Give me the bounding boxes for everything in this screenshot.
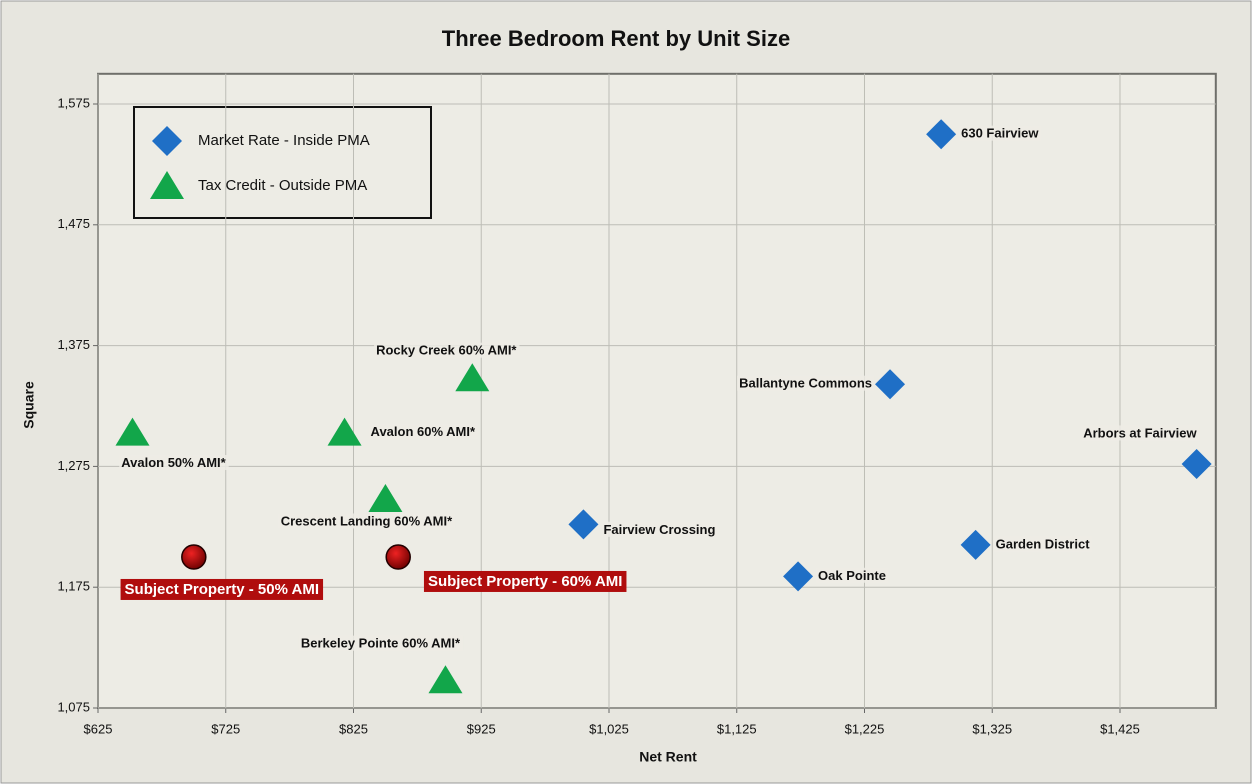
marker — [926, 119, 957, 150]
marker — [181, 544, 207, 570]
chart-title: Three Bedroom Rent by Unit Size — [442, 26, 790, 51]
label-bg — [374, 342, 520, 358]
x-tick-label: $1,425 — [1100, 721, 1140, 736]
point-label: 630 Fairview — [961, 126, 1039, 141]
legend-label: Market Rate - Inside PMA — [198, 132, 370, 149]
label-bg — [298, 635, 464, 651]
marker — [960, 529, 991, 560]
point-label: Rocky Creek 60% AMI* — [376, 343, 517, 358]
label-box — [120, 578, 324, 600]
point-label: Arbors at Fairview — [1083, 425, 1197, 440]
x-tick-label: $1,225 — [845, 721, 885, 736]
marker — [1181, 448, 1212, 479]
label-bg — [993, 536, 1093, 552]
legend — [133, 106, 432, 219]
marker — [385, 544, 411, 570]
point-label: Oak Pointe — [818, 568, 886, 583]
point-label: Avalon 60% AMI* — [371, 424, 476, 439]
point-label: Crescent Landing 60% AMI* — [281, 513, 453, 528]
y-tick-label: 1,575 — [57, 95, 90, 110]
label-bg — [368, 424, 479, 440]
marker — [428, 665, 463, 694]
x-tick-label: $825 — [339, 721, 368, 736]
x-tick-label: $925 — [467, 721, 496, 736]
marker — [455, 363, 490, 392]
y-tick-label: 1,375 — [57, 337, 90, 352]
marker — [368, 484, 403, 513]
x-axis-label: Net Rent — [639, 749, 697, 765]
label-bg — [737, 375, 875, 391]
marker — [568, 509, 599, 540]
label-bg — [1081, 425, 1200, 441]
legend-marker — [152, 126, 182, 156]
point-label: Subject Property - 60% AMI — [428, 573, 623, 590]
label-bg — [119, 455, 229, 471]
x-tick-label: $725 — [211, 721, 240, 736]
point-label: Berkeley Pointe 60% AMI* — [301, 636, 461, 651]
label-box — [423, 570, 627, 592]
marker — [875, 369, 906, 400]
y-axis-label: Square — [21, 381, 37, 429]
legend-marker — [150, 171, 184, 199]
y-tick-label: 1,475 — [57, 216, 90, 231]
y-tick-label: 1,175 — [57, 579, 90, 594]
point-label: Subject Property - 50% AMI — [125, 581, 320, 598]
legend-label: Tax Credit - Outside PMA — [198, 177, 367, 194]
x-tick-label: $1,125 — [717, 721, 757, 736]
point-label: Fairview Crossing — [603, 522, 715, 537]
label-bg — [278, 513, 456, 529]
point-label: Ballantyne Commons — [739, 376, 872, 391]
marker — [115, 417, 150, 446]
label-bg — [959, 125, 1042, 141]
point-label: Avalon 50% AMI* — [121, 455, 226, 470]
marker — [327, 417, 362, 446]
y-tick-label: 1,275 — [57, 458, 90, 473]
point-label: Garden District — [996, 536, 1091, 551]
label-bg — [601, 521, 718, 537]
y-tick-label: 1,075 — [57, 699, 90, 714]
label-bg — [816, 567, 888, 583]
x-tick-label: $625 — [84, 721, 113, 736]
marker — [783, 561, 814, 592]
x-tick-label: $1,325 — [972, 721, 1012, 736]
x-tick-label: $1,025 — [589, 721, 629, 736]
